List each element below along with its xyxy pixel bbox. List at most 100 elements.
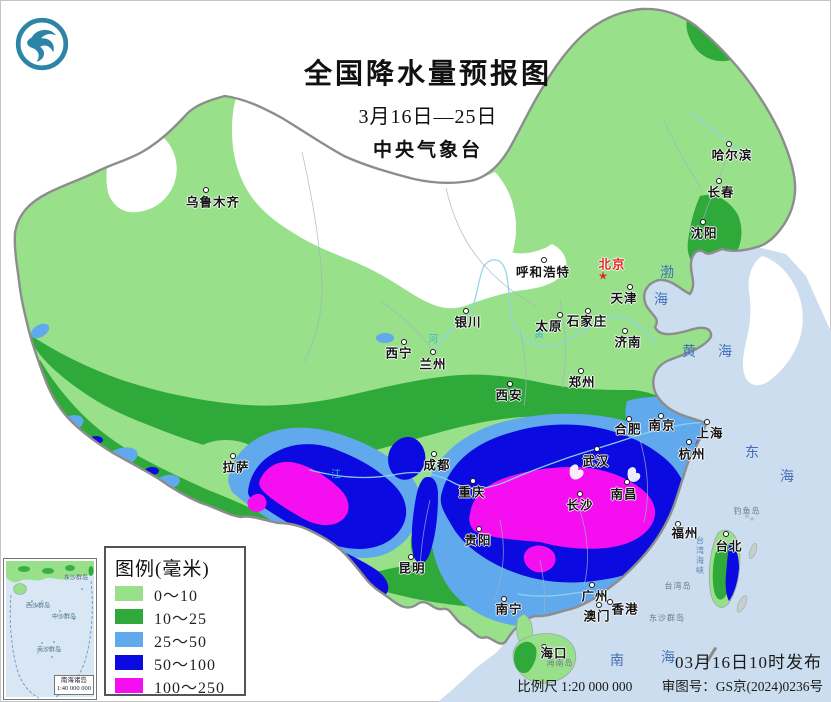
legend-swatch — [115, 586, 143, 601]
city-label: 海口 — [540, 645, 568, 661]
lakes — [569, 464, 641, 482]
legend-box: 图例(毫米) 0～10 10～25 25～50 50～100 100～250 — [104, 546, 246, 697]
city-label: 南宁 — [495, 601, 523, 617]
province-borders — [301, 119, 731, 615]
city-dot — [203, 187, 209, 193]
city-dot — [700, 219, 706, 225]
river-name-label: 河 — [428, 334, 438, 346]
city-label: 哈尔滨 — [711, 147, 753, 163]
city-label: 武汉 — [582, 453, 610, 469]
offshore-islands — [736, 514, 758, 613]
city-dot — [686, 439, 692, 445]
city-label: 成都 — [423, 457, 451, 473]
city-dot — [594, 446, 600, 452]
city-dot — [577, 491, 583, 497]
city-label: 郑州 — [568, 374, 596, 390]
legend-range-label: 25～50 — [154, 633, 208, 651]
city-dot — [557, 312, 563, 318]
geo-name-label: 钓鱼岛 — [733, 506, 761, 516]
city-dot — [408, 554, 414, 560]
sea-name-label: 南 — [610, 654, 624, 669]
sea-name-label: 东 — [745, 446, 759, 461]
city-dot — [541, 644, 547, 650]
city-label: 昆明 — [398, 560, 426, 576]
city-dot — [704, 419, 710, 425]
city-dot — [501, 596, 507, 602]
legend-swatch — [115, 632, 143, 647]
city-label: 沈阳 — [690, 225, 718, 241]
city-dot — [622, 328, 628, 334]
city-label: 北京 — [598, 256, 626, 272]
legend-swatch — [115, 655, 143, 670]
inset-island-label: 西沙群岛 — [25, 603, 51, 610]
inset-caption: 南海诸岛 1:40 000 000 — [53, 674, 94, 695]
city-label: 澳门 — [583, 608, 611, 624]
city-label: 上海 — [696, 425, 724, 441]
city-label: 呼和浩特 — [515, 264, 571, 280]
map-scale: 比例尺 1:20 000 000 — [517, 679, 633, 694]
city-dot — [476, 526, 482, 532]
city-label: 贵阳 — [464, 532, 492, 548]
geo-name-label: 海南岛 — [546, 658, 574, 668]
city-dot — [431, 451, 437, 457]
city-label: 台北 — [715, 538, 743, 554]
legend-row: 10～25 — [115, 606, 244, 628]
city-dot — [463, 308, 469, 314]
city-label: 南昌 — [610, 486, 638, 502]
city-dot — [578, 368, 584, 374]
inset-island-label: 中沙群岛 — [51, 614, 77, 621]
map-title: 全国降水量预报图 — [303, 59, 553, 90]
title-block: 全国降水量预报图 3月16日—25日 中央气象台 — [304, 52, 552, 162]
city-label: 杭州 — [678, 446, 706, 462]
city-dot — [627, 284, 633, 290]
date-range: 3月16日—25日 — [358, 106, 498, 128]
cma-logo-icon — [15, 17, 69, 71]
city-dot — [585, 308, 591, 314]
city-dot — [589, 582, 595, 588]
city-dot — [430, 349, 436, 355]
precip-none-region — [106, 92, 567, 309]
hainan-island — [512, 633, 577, 684]
inset-island-label: 东沙群岛 — [63, 575, 89, 582]
city-label: 南京 — [648, 417, 676, 433]
inset-island-label: 南沙群岛 — [36, 647, 62, 654]
city-label: 合肥 — [614, 421, 642, 437]
city-label: 拉萨 — [222, 459, 250, 475]
city-dot — [607, 599, 613, 605]
river-name-label: 江 — [331, 469, 341, 481]
city-label: 西安 — [495, 387, 523, 403]
city-label: 银川 — [454, 314, 482, 330]
sea-name-label: 海 — [780, 470, 794, 485]
city-dot — [230, 453, 236, 459]
cma-logo — [14, 16, 70, 72]
city-label: 天津 — [610, 290, 638, 306]
city-label: 太原 — [535, 318, 563, 334]
sea-name-label: 渤 — [660, 266, 674, 281]
geo-name-label: 台湾海峡 — [695, 536, 705, 576]
korea-landmass — [742, 256, 803, 386]
precip-100-250-region — [247, 461, 656, 573]
river-name-label: 黄 — [534, 329, 544, 341]
city-label: 长春 — [707, 184, 735, 200]
sea-name-label: 黄 — [682, 345, 696, 360]
city-dot — [675, 521, 681, 527]
geo-name-label: 东沙群岛 — [649, 613, 685, 623]
geo-name-label: 台湾岛 — [664, 581, 692, 591]
legend-swatch — [115, 609, 143, 624]
agency-name: 中央气象台 — [372, 140, 484, 161]
legend-row: 25～50 — [115, 629, 244, 651]
inset-title: 南海诸岛 — [60, 676, 87, 684]
city-label: 重庆 — [458, 484, 486, 500]
city-dot — [470, 478, 476, 484]
sea-name-label: 海 — [718, 345, 732, 360]
city-dot — [716, 178, 722, 184]
sea-name-label: 海 — [654, 293, 668, 308]
city-dot — [401, 339, 407, 345]
city-label: 西宁 — [385, 345, 413, 361]
south-china-sea-inset: 东沙群岛西沙群岛 中沙群岛南沙群岛 南海诸岛 1:40 000 000 — [3, 558, 97, 700]
city-label: 石家庄 — [566, 313, 608, 329]
inset-scale: 1:40 000 000 — [56, 684, 91, 692]
city-dot — [624, 479, 630, 485]
city-label: 济南 — [614, 334, 642, 350]
